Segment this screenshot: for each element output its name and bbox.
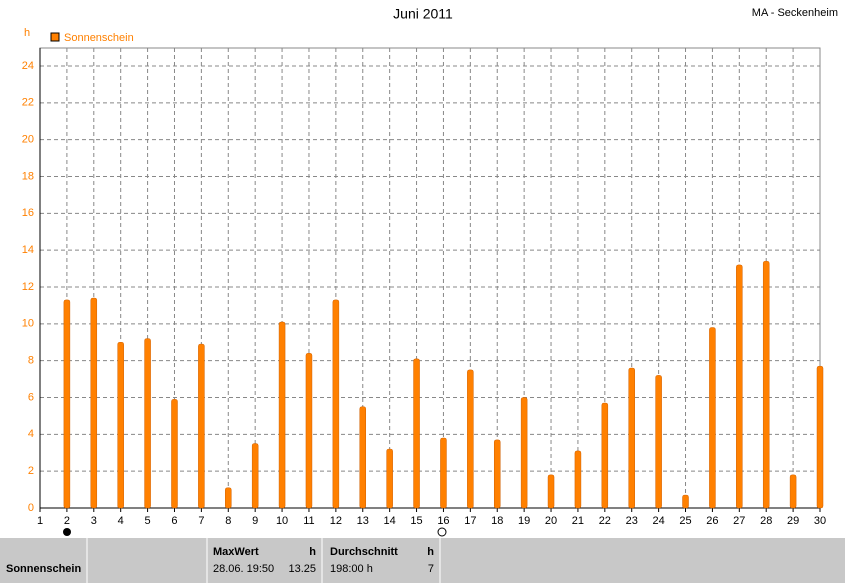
x-tick-label: 27 bbox=[733, 515, 745, 527]
stats-value: 28.06. 19:50 bbox=[213, 563, 274, 575]
bar bbox=[547, 474, 555, 509]
y-axis-label: h bbox=[24, 27, 30, 39]
bar bbox=[601, 402, 609, 509]
y-tick-label: 12 bbox=[22, 281, 34, 293]
y-tick-label: 8 bbox=[28, 355, 34, 367]
x-tick-label: 10 bbox=[276, 515, 288, 527]
x-tick-label: 22 bbox=[599, 515, 611, 527]
bar bbox=[332, 299, 340, 509]
bar bbox=[574, 450, 582, 509]
chart-subtitle: MA - Seckenheim bbox=[752, 7, 838, 19]
x-tick-label: 8 bbox=[225, 515, 231, 527]
y-tick-label: 6 bbox=[28, 391, 34, 403]
x-tick-label: 25 bbox=[679, 515, 691, 527]
bar bbox=[278, 321, 286, 509]
bar bbox=[628, 367, 635, 509]
bar bbox=[467, 369, 474, 509]
stats-value: 198:00 h bbox=[330, 563, 373, 575]
plot-frame bbox=[39, 47, 821, 509]
stats-header: MaxWert bbox=[213, 546, 259, 558]
x-tick-label: 18 bbox=[491, 515, 503, 527]
x-tick-label: 6 bbox=[171, 515, 177, 527]
x-tick-label: 28 bbox=[760, 515, 772, 527]
bar bbox=[655, 375, 662, 509]
x-tick-label: 30 bbox=[814, 515, 826, 527]
legend-label: Sonnenschein bbox=[64, 32, 134, 44]
y-tick-label: 24 bbox=[22, 60, 34, 72]
bar bbox=[198, 343, 205, 509]
start-marker bbox=[63, 528, 71, 536]
bar bbox=[682, 494, 689, 509]
legend-swatch bbox=[50, 32, 60, 42]
stats-value: 7 bbox=[428, 563, 434, 575]
x-tick-label: 9 bbox=[252, 515, 258, 527]
stats-unit: h bbox=[427, 546, 434, 558]
bar bbox=[359, 406, 367, 509]
bar bbox=[413, 358, 420, 509]
y-tick-label: 14 bbox=[22, 244, 34, 256]
bar bbox=[144, 338, 151, 509]
bar bbox=[305, 353, 313, 509]
bar bbox=[440, 437, 447, 509]
x-tick-label: 20 bbox=[545, 515, 557, 527]
stats-panel bbox=[0, 538, 845, 583]
stats-unit: h bbox=[309, 546, 316, 558]
bar bbox=[789, 474, 797, 509]
x-tick-label: 1 bbox=[37, 515, 43, 527]
x-tick-label: 12 bbox=[330, 515, 342, 527]
stats-label: Sonnenschein bbox=[6, 563, 81, 575]
bar bbox=[736, 264, 743, 509]
bar bbox=[520, 397, 528, 509]
y-tick-label: 4 bbox=[28, 428, 34, 440]
bar bbox=[386, 448, 393, 509]
x-tick-label: 3 bbox=[91, 515, 97, 527]
bar bbox=[90, 297, 98, 509]
x-tick-label: 14 bbox=[384, 515, 396, 527]
x-tick-label: 17 bbox=[464, 515, 476, 527]
x-tick-label: 29 bbox=[787, 515, 799, 527]
x-tick-label: 11 bbox=[303, 515, 314, 527]
y-tick-label: 0 bbox=[28, 502, 34, 514]
bar bbox=[709, 327, 716, 509]
y-tick-label: 20 bbox=[22, 134, 34, 146]
bar bbox=[816, 365, 824, 509]
x-tick-label: 2 bbox=[64, 515, 70, 527]
x-tick-label: 7 bbox=[198, 515, 204, 527]
y-tick-label: 22 bbox=[22, 97, 34, 109]
x-tick-label: 24 bbox=[652, 515, 664, 527]
x-tick-label: 23 bbox=[626, 515, 638, 527]
x-tick-label: 26 bbox=[706, 515, 718, 527]
bar bbox=[117, 342, 124, 509]
today-marker bbox=[437, 527, 447, 537]
x-tick-label: 15 bbox=[410, 515, 422, 527]
x-tick-label: 16 bbox=[437, 515, 449, 527]
x-tick-label: 13 bbox=[357, 515, 369, 527]
y-tick-label: 2 bbox=[28, 465, 34, 477]
bar bbox=[63, 299, 71, 509]
y-tick-label: 10 bbox=[22, 318, 34, 330]
bar bbox=[225, 487, 232, 509]
y-tick-label: 16 bbox=[22, 207, 34, 219]
x-tick-label: 5 bbox=[145, 515, 151, 527]
stats-header: Durchschnitt bbox=[330, 546, 398, 558]
chart-title: Juni 2011 bbox=[393, 6, 453, 22]
stats-value: 13.25 bbox=[288, 563, 316, 575]
x-tick-label: 4 bbox=[118, 515, 124, 527]
x-tick-label: 19 bbox=[518, 515, 530, 527]
bar bbox=[171, 399, 178, 509]
y-tick-label: 18 bbox=[22, 170, 34, 182]
bar bbox=[493, 439, 501, 509]
bar bbox=[762, 260, 770, 509]
x-tick-label: 21 bbox=[572, 515, 584, 527]
bar bbox=[251, 443, 259, 509]
